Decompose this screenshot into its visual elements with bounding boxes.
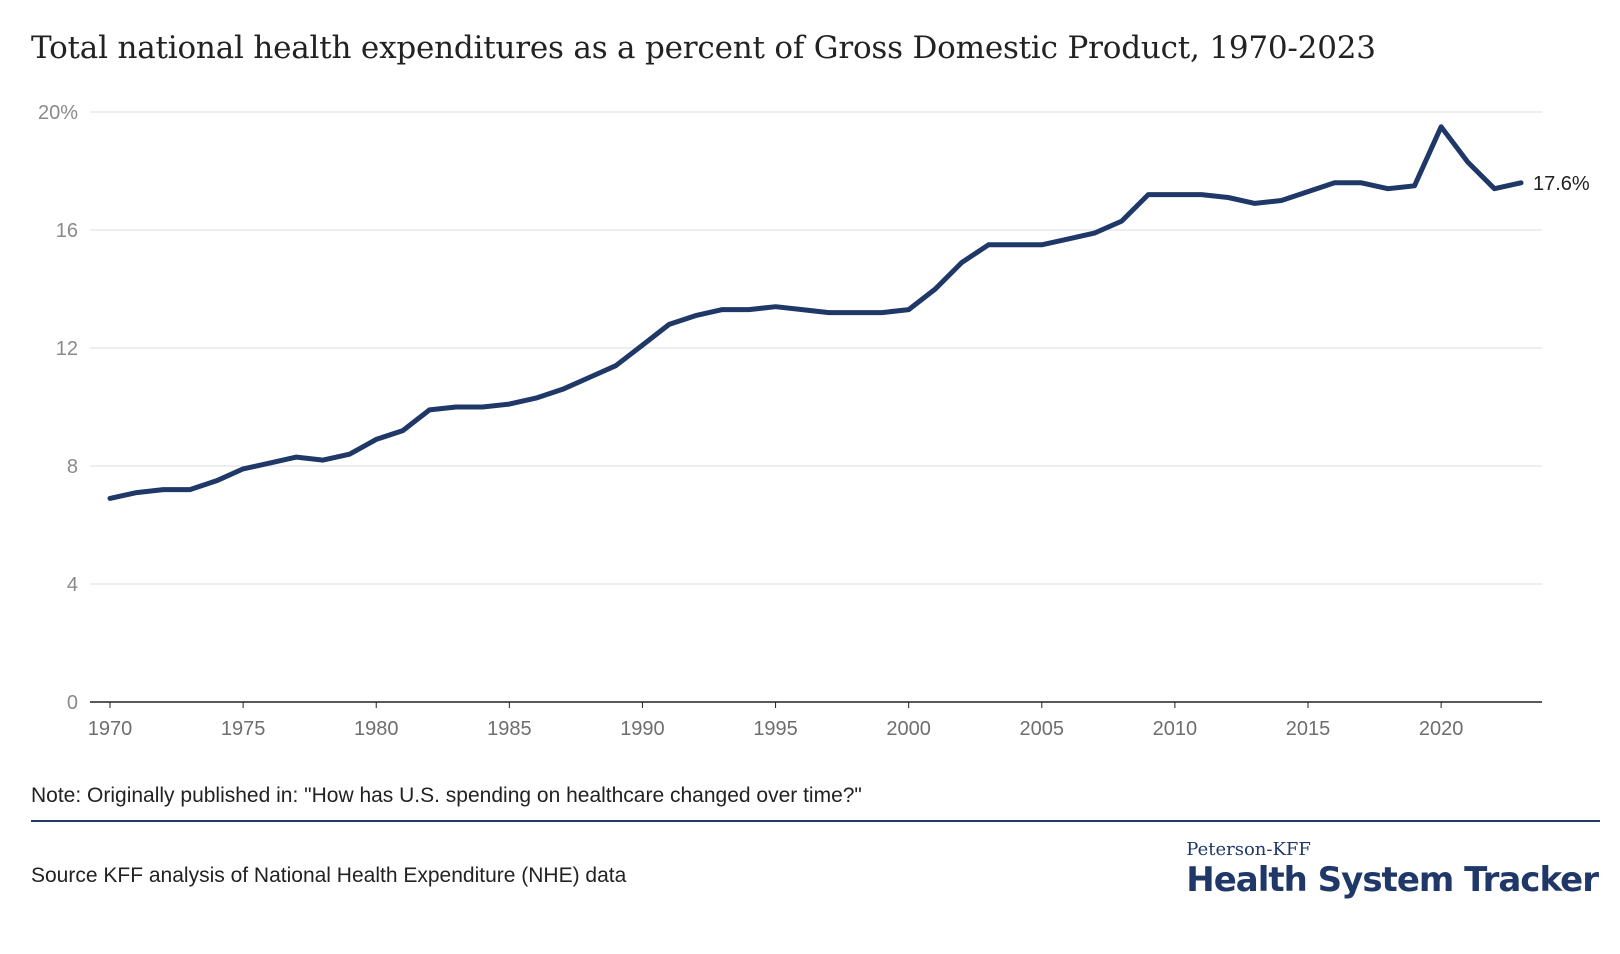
- chart-note: Note: Originally published in: "How has …: [31, 784, 862, 807]
- line-chart: 0 4 8 12 16 20% 1970 1975 1980 1985 1990 1995 2000 2…: [38, 102, 1590, 740]
- brand-main-text: Health System Tracker: [1186, 860, 1599, 900]
- x-tick-label: 1970: [88, 718, 133, 740]
- x-tick-label: 2010: [1153, 718, 1198, 740]
- y-tick-label: 0: [67, 692, 78, 714]
- x-axis-ticks: 1970 1975 1980 1985 1990 1995 2000 2005 2010 2015…: [88, 702, 1464, 740]
- series-group: 17.6%: [107, 124, 1590, 501]
- series-line-0: [107, 124, 1524, 501]
- x-tick-label: 2020: [1419, 718, 1464, 740]
- footer-divider: [31, 820, 1600, 822]
- x-tick-label: 1990: [620, 718, 665, 740]
- brand-top-text: Peterson-KFF: [1186, 839, 1311, 860]
- x-tick-label: 2015: [1286, 718, 1331, 740]
- x-tick-label: 1975: [221, 718, 266, 740]
- end-value-label: 17.6%: [1533, 173, 1590, 195]
- x-tick-label: 2005: [1020, 718, 1065, 740]
- x-tick-label: 2000: [886, 718, 931, 740]
- x-tick-label: 1980: [354, 718, 399, 740]
- y-tick-label: 20%: [38, 102, 78, 124]
- y-tick-label: 8: [67, 456, 78, 478]
- chart-title: Total national health expenditures as a …: [31, 30, 1376, 66]
- chart-source: Source KFF analysis of National Health E…: [31, 864, 627, 887]
- y-tick-label: 4: [67, 574, 78, 596]
- brand-logo: Peterson-KFF Health System Tracker: [1186, 839, 1599, 901]
- y-tick-label: 12: [56, 338, 78, 360]
- y-axis-ticks: 0 4 8 12 16 20%: [38, 102, 78, 714]
- x-tick-label: 1985: [487, 718, 532, 740]
- x-tick-label: 1995: [753, 718, 798, 740]
- grid-lines: [90, 111, 1542, 585]
- y-tick-label: 16: [56, 220, 78, 242]
